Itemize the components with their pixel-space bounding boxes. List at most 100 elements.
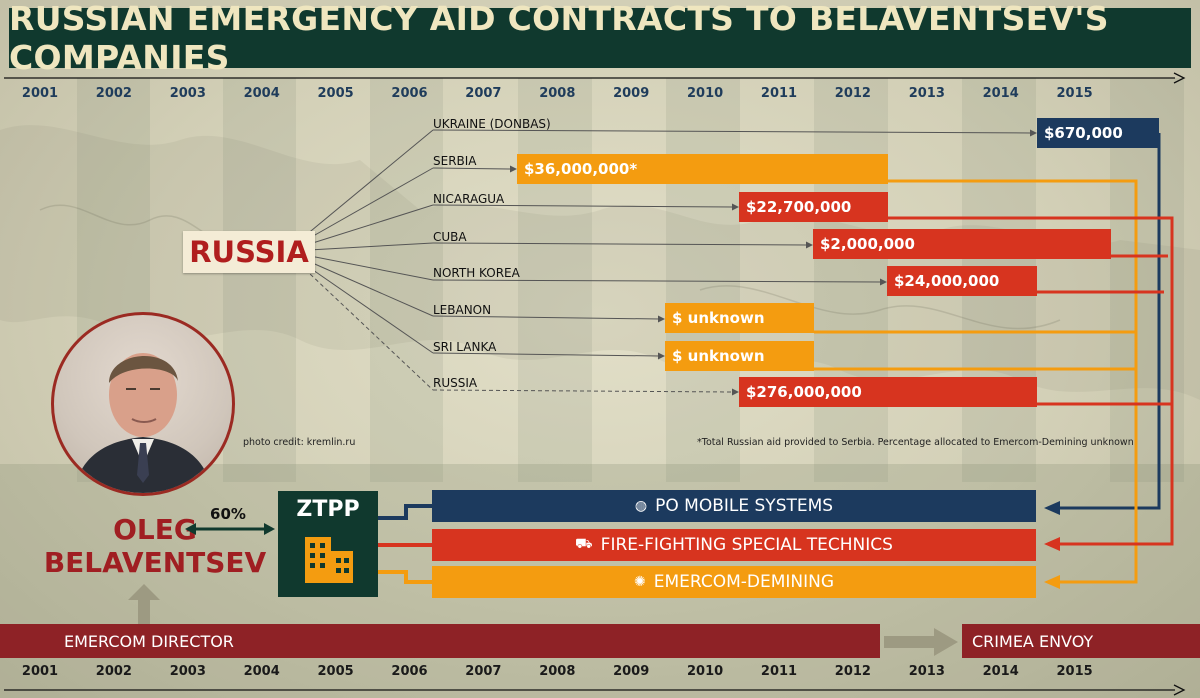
career-bar-crimea-envoy: CRIMEA ENVOY (962, 624, 1200, 658)
country-label-serbia: SERBIA (433, 154, 477, 168)
year-label-2008: 2008 (539, 664, 576, 679)
year-label-2009: 2009 (613, 664, 650, 679)
year-label-2009: 2009 (613, 86, 650, 101)
country-label-nicaragua: NICARAGUA (433, 192, 505, 206)
link-arrowhead (732, 388, 739, 396)
career-bar-emercom-director: EMERCOM DIRECTOR (0, 624, 880, 658)
link-line-target (432, 279, 882, 283)
portrait-photo (51, 312, 235, 496)
amount-bar-russia: $276,000,000 (739, 377, 1037, 407)
link-line-source (299, 260, 434, 354)
link-line-source (299, 129, 434, 241)
link-line-target (432, 167, 512, 170)
year-label-2014: 2014 (982, 664, 1019, 679)
link-line-target (432, 242, 808, 246)
timeline-arrow-top (4, 72, 1186, 84)
ownership-arrow (185, 523, 275, 535)
link-line-source (299, 204, 434, 248)
year-label-2012: 2012 (834, 86, 871, 101)
link-arrowhead (1030, 129, 1037, 137)
career-transition-arrow (884, 628, 958, 656)
person-last-name: BELAVENTSEV (43, 546, 267, 579)
link-line-target (432, 389, 734, 393)
year-label-2001: 2001 (21, 664, 59, 679)
year-label-2012: 2012 (834, 664, 871, 679)
person-first-name: OLEG (113, 513, 197, 546)
year-label-2015: 2015 (1056, 86, 1093, 101)
ztpp-company-box: ZTPP (278, 491, 378, 597)
year-band (666, 78, 740, 482)
career-up-arrow (128, 584, 160, 626)
country-label-ukraine: UKRAINE (DONBAS) (433, 117, 551, 131)
country-label-sri-lanka: SRI LANKA (433, 340, 497, 354)
fire-truck-icon: ⛟ (575, 536, 593, 552)
year-label-2007: 2007 (465, 664, 502, 679)
year-label-2013: 2013 (908, 86, 945, 101)
link-arrowhead (880, 278, 887, 286)
building-icon (305, 537, 353, 583)
link-line-target (432, 352, 660, 357)
company-name: FIRE-FIGHTING SPECIAL TECHNICS (600, 535, 893, 555)
amount-bar-north-korea: $24,000,000 (887, 266, 1037, 296)
year-band (814, 78, 888, 482)
year-label-2010: 2010 (687, 86, 724, 101)
company-bar-emercom-demining: ✺ EMERCOM-DEMINING (432, 566, 1036, 598)
link-line-source (299, 257, 434, 317)
link-line-source (299, 253, 434, 281)
source-country-box: RUSSIA (183, 231, 315, 273)
amount-bar-lebanon: $ unknown (665, 303, 814, 333)
link-arrowhead (510, 165, 517, 173)
company-name: PO MOBILE SYSTEMS (655, 496, 834, 516)
year-label-2013: 2013 (908, 664, 945, 679)
year-band (223, 78, 296, 482)
country-label-lebanon: LEBANON (433, 303, 492, 317)
company-bar-po-mobile-systems: ◍ PO MOBILE SYSTEMS (432, 490, 1036, 522)
link-line-target (432, 129, 1032, 134)
portrait-illustration (74, 353, 212, 493)
mobile-systems-icon: ◍ (634, 498, 648, 514)
year-label-2005: 2005 (317, 664, 354, 679)
year-label-2001: 2001 (21, 86, 59, 101)
year-label-2004: 2004 (243, 664, 280, 679)
year-label-2015: 2015 (1056, 664, 1093, 679)
amount-bar-ukraine: $670,000 (1037, 118, 1159, 148)
photo-credit: photo credit: kremlin.ru (243, 437, 356, 448)
link-line-target (432, 204, 734, 208)
amount-bar-nicaragua: $22,700,000 (739, 192, 888, 222)
year-label-2014: 2014 (982, 86, 1019, 101)
year-label-2011: 2011 (760, 86, 798, 101)
link-line-source (299, 242, 434, 251)
link-arrowhead (658, 352, 665, 360)
link-arrowhead (806, 241, 813, 249)
link-arrowhead (732, 203, 739, 211)
year-label-2004: 2004 (243, 86, 280, 101)
company-bar-fire-fighting: ⛟ FIRE-FIGHTING SPECIAL TECHNICS (432, 529, 1036, 561)
ztpp-label: ZTPP (296, 497, 360, 522)
link-line-source (299, 167, 434, 244)
year-label-2002: 2002 (95, 664, 132, 679)
year-label-2010: 2010 (687, 664, 724, 679)
year-label-2008: 2008 (539, 86, 576, 101)
company-name: EMERCOM-DEMINING (653, 572, 835, 592)
country-label-north-korea: NORTH KOREA (433, 266, 520, 280)
year-label-2003: 2003 (169, 86, 206, 101)
amount-bar-serbia: $36,000,000* (517, 154, 888, 184)
year-label-2006: 2006 (391, 86, 428, 101)
link-line-target (432, 315, 660, 320)
country-label-cuba: CUBA (433, 230, 467, 244)
country-label-russia: RUSSIA (433, 376, 478, 390)
ownership-percent: 60% (210, 505, 246, 523)
year-label-2011: 2011 (760, 664, 798, 679)
year-label-2006: 2006 (391, 664, 428, 679)
footnote: *Total Russian aid provided to Serbia. P… (697, 437, 1137, 448)
year-label-2007: 2007 (465, 86, 502, 101)
link-arrowhead (658, 315, 665, 323)
year-label-2003: 2003 (169, 664, 206, 679)
amount-bar-sri-lanka: $ unknown (665, 341, 814, 371)
year-label-2005: 2005 (317, 86, 354, 101)
amount-bar-cuba: $2,000,000 (813, 229, 1111, 259)
